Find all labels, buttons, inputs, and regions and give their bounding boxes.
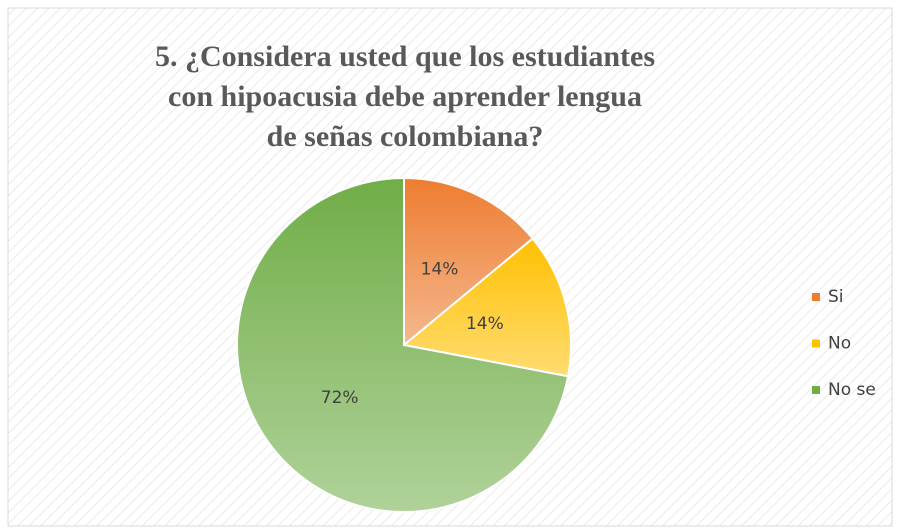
pie-slice — [236, 176, 570, 513]
legend-label: No se — [828, 380, 876, 400]
legend-swatch — [812, 339, 820, 348]
legend-label: Si — [828, 287, 844, 307]
pie-slice — [401, 237, 572, 378]
data-label: 14% — [466, 314, 504, 334]
chart-title: 5. ¿Considera usted que los estudiantes … — [154, 40, 656, 153]
legend-swatch — [812, 386, 820, 394]
data-label: 72% — [321, 388, 359, 408]
data-label: 14% — [421, 259, 459, 279]
pie-slice — [403, 176, 535, 348]
legend-label: No — [828, 334, 851, 354]
legend-swatch — [812, 293, 820, 301]
